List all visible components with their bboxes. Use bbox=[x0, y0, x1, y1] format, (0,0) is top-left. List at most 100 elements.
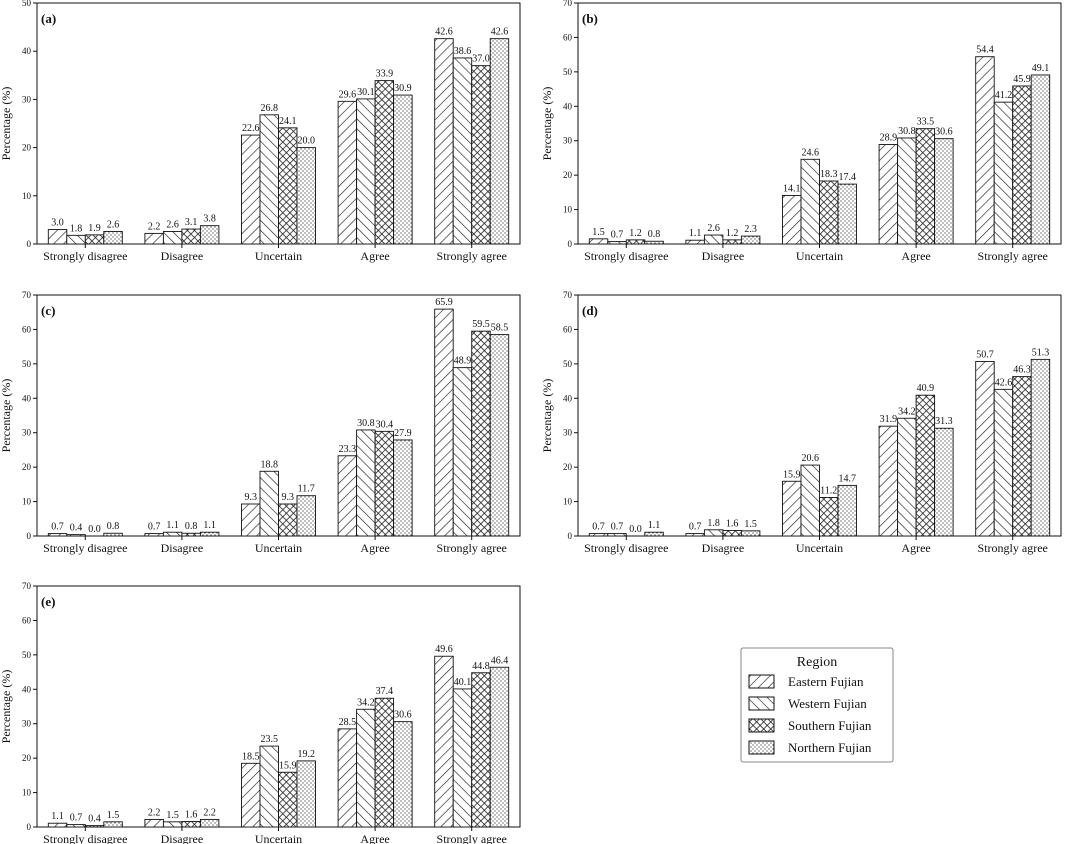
bar-northern-uncertain bbox=[296, 495, 316, 537]
data-label: 37.0 bbox=[472, 54, 490, 65]
data-label: 45.9 bbox=[1013, 74, 1031, 85]
bar-southern-strongly-disagree bbox=[84, 234, 105, 245]
legend-swatch-western bbox=[748, 696, 775, 711]
y-tick-label: 0 bbox=[27, 822, 32, 832]
bar-western-agree bbox=[897, 137, 917, 245]
y-tick-label: 30 bbox=[22, 94, 32, 104]
bar-southern-uncertain bbox=[819, 496, 839, 537]
data-label: 29.6 bbox=[339, 89, 357, 100]
x-tick-label-uncertain: Uncertain bbox=[796, 249, 843, 263]
y-tick-label: 50 bbox=[563, 67, 573, 77]
data-label: 17.4 bbox=[839, 172, 857, 183]
data-label: 2.2 bbox=[148, 221, 161, 232]
bar-eastern-agree bbox=[337, 455, 358, 537]
data-label: 23.5 bbox=[261, 734, 279, 745]
bar-western-agree bbox=[356, 429, 376, 537]
bar-northern-uncertain bbox=[837, 183, 857, 245]
y-tick-label: 60 bbox=[563, 32, 573, 42]
bar-western-strongly-agree bbox=[993, 388, 1014, 537]
data-label: 0.7 bbox=[611, 230, 624, 241]
bar-eastern-strongly-agree bbox=[434, 38, 454, 245]
bar-northern-uncertain bbox=[837, 484, 857, 537]
data-label: 1.9 bbox=[88, 223, 101, 234]
y-axis-label: Percentage (%) bbox=[540, 379, 554, 453]
y-tick-label: 70 bbox=[22, 581, 32, 591]
y-tick-label: 20 bbox=[22, 143, 32, 153]
data-label: 14.7 bbox=[839, 473, 857, 484]
data-label: 3.8 bbox=[203, 214, 216, 225]
x-tick-label-strongly-agree: Strongly agree bbox=[978, 249, 1048, 263]
y-tick-label: 30 bbox=[22, 428, 32, 438]
data-label: 11.7 bbox=[298, 484, 315, 495]
bar-northern-agree bbox=[934, 138, 954, 245]
bar-eastern-strongly-disagree bbox=[47, 229, 68, 245]
bar-northern-disagree bbox=[740, 530, 761, 537]
data-label: 1.5 bbox=[744, 519, 757, 530]
data-label: 0.7 bbox=[689, 522, 702, 533]
y-tick-label: 50 bbox=[22, 0, 32, 8]
data-label: 2.3 bbox=[744, 224, 757, 235]
y-tick-label: 10 bbox=[563, 205, 573, 215]
y-tick-label: 30 bbox=[563, 136, 573, 146]
bar-western-strongly-disagree bbox=[66, 824, 86, 828]
data-label: 34.2 bbox=[898, 406, 916, 417]
bar-southern-disagree bbox=[181, 228, 201, 245]
bar-eastern-strongly-disagree bbox=[588, 533, 609, 537]
y-tick-label: 40 bbox=[563, 101, 573, 111]
y-tick-label: 0 bbox=[27, 531, 32, 541]
chart-panel-e: 0 10 20 30 40 50 60 70 Percentage (%) (e) Strongly… bbox=[0, 581, 521, 844]
y-tick-label: 20 bbox=[22, 753, 32, 763]
data-label: 48.9 bbox=[454, 356, 472, 367]
data-label: 65.9 bbox=[435, 297, 453, 308]
data-label: 18.5 bbox=[242, 751, 260, 762]
y-tick-label: 70 bbox=[563, 0, 573, 8]
data-label: 20.6 bbox=[802, 453, 820, 464]
bar-southern-uncertain bbox=[819, 180, 839, 245]
bar-northern-strongly-disagree bbox=[103, 821, 123, 828]
bar-eastern-agree bbox=[878, 425, 899, 537]
bar-northern-disagree bbox=[199, 531, 220, 537]
x-tick-label-strongly-disagree: Strongly disagree bbox=[43, 832, 127, 844]
bar-western-disagree bbox=[703, 529, 724, 537]
bar-western-agree bbox=[897, 417, 917, 537]
data-label: 24.6 bbox=[802, 147, 820, 158]
bar-southern-disagree bbox=[722, 530, 742, 537]
bar-southern-strongly-agree bbox=[471, 65, 491, 245]
bar-western-strongly-agree bbox=[452, 57, 473, 245]
data-label: 0.0 bbox=[88, 524, 101, 535]
bar-western-uncertain bbox=[259, 114, 279, 245]
y-tick-label: 60 bbox=[22, 615, 32, 625]
data-label: 0.0 bbox=[629, 524, 642, 535]
y-tick-label: 40 bbox=[22, 393, 32, 403]
data-label: 42.6 bbox=[491, 27, 509, 38]
y-tick-label: 10 bbox=[22, 788, 32, 798]
bar-eastern-strongly-disagree bbox=[47, 822, 68, 828]
data-label: 59.5 bbox=[472, 319, 490, 330]
bar-western-disagree bbox=[703, 234, 724, 245]
data-label: 0.8 bbox=[185, 521, 198, 532]
data-label: 46.3 bbox=[1013, 365, 1031, 376]
bar-southern-disagree bbox=[181, 532, 201, 537]
data-label: 1.2 bbox=[629, 228, 642, 239]
data-label: 0.4 bbox=[70, 523, 83, 534]
x-tick-label-agree: Agree bbox=[360, 249, 389, 263]
data-label: 33.9 bbox=[376, 69, 394, 80]
bar-eastern-disagree bbox=[144, 818, 164, 828]
bar-southern-disagree bbox=[181, 821, 201, 828]
bar-southern-agree bbox=[374, 80, 395, 245]
bar-eastern-strongly-agree bbox=[975, 56, 995, 245]
data-label: 15.9 bbox=[279, 760, 297, 771]
data-label: 1.5 bbox=[166, 810, 179, 821]
data-label: 30.6 bbox=[935, 127, 953, 138]
bar-western-strongly-disagree bbox=[607, 533, 627, 537]
data-label: 2.2 bbox=[203, 807, 216, 818]
bar-eastern-agree bbox=[337, 100, 358, 245]
x-tick-label-disagree: Disagree bbox=[702, 249, 745, 263]
data-label: 41.2 bbox=[995, 90, 1013, 101]
bar-northern-strongly-disagree bbox=[103, 532, 123, 537]
bar-northern-uncertain bbox=[296, 147, 316, 245]
bar-southern-strongly-disagree bbox=[625, 239, 646, 245]
bar-eastern-strongly-disagree bbox=[588, 238, 609, 245]
bar-eastern-strongly-agree bbox=[434, 308, 454, 537]
